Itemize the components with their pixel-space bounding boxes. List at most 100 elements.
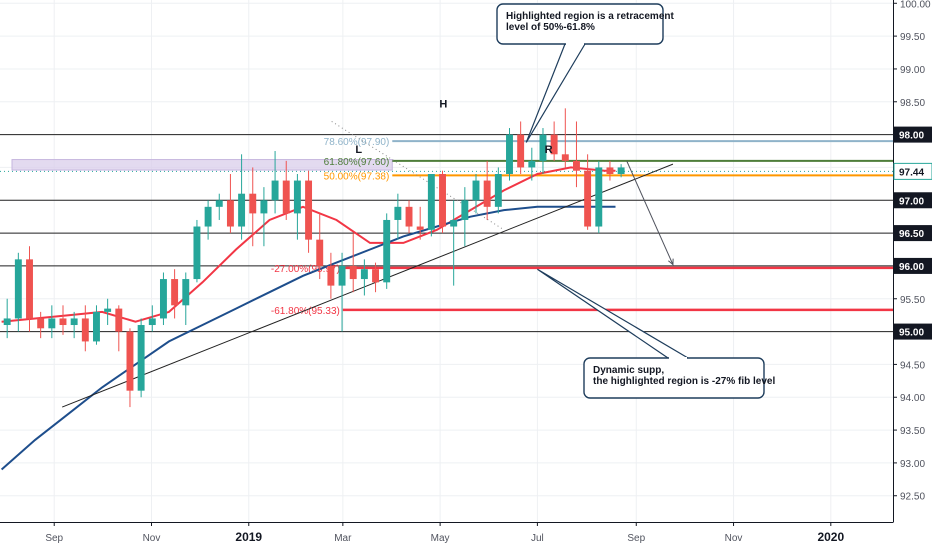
candle-body xyxy=(260,200,268,214)
candle-body xyxy=(573,160,580,171)
candle-body xyxy=(472,180,480,201)
time-tick-label: 2020 xyxy=(817,530,844,544)
price-tick-label: 100.00 xyxy=(900,0,931,10)
candle xyxy=(37,311,45,339)
candle xyxy=(126,328,134,408)
fib-level-label: 78.60%(97.90) xyxy=(324,137,390,148)
candle xyxy=(81,305,89,352)
candle-body xyxy=(70,318,78,326)
candle-body xyxy=(305,180,313,240)
price-tick-label: 94.50 xyxy=(900,360,925,371)
fib-level-label: 61.80%(97.60) xyxy=(324,157,390,168)
candle-body xyxy=(26,259,33,319)
candle-body xyxy=(148,318,156,326)
candle xyxy=(405,200,413,234)
callout-text: Dynamic supp, xyxy=(593,365,664,376)
candle xyxy=(606,160,614,181)
candle xyxy=(159,272,167,326)
plot-layer: 78.60%(97.90) 61.80%(97.60) 50.00%(97.38) -… xyxy=(0,99,893,471)
candle xyxy=(595,160,603,234)
candle xyxy=(327,252,335,299)
candle xyxy=(427,174,435,237)
candle-body xyxy=(316,239,324,266)
candle-body xyxy=(617,167,625,174)
candle xyxy=(483,160,491,220)
support-trendline xyxy=(62,163,674,408)
highlight-region xyxy=(11,159,393,171)
candle-body xyxy=(439,174,446,227)
candle xyxy=(461,187,469,247)
candle-body xyxy=(584,170,592,227)
candle xyxy=(372,262,379,293)
callout-tail xyxy=(537,268,691,359)
candle xyxy=(617,164,625,178)
candle-body xyxy=(271,180,279,201)
price-axis: 92.5093.0093.5094.0094.5095.5097.5098.50… xyxy=(893,0,932,550)
candle-body xyxy=(59,318,67,326)
candle xyxy=(171,269,179,319)
candle xyxy=(494,167,502,214)
candle xyxy=(193,219,201,283)
pattern-label: R xyxy=(545,144,553,156)
candle-body xyxy=(14,259,22,319)
time-tick-label: Jul xyxy=(531,533,544,544)
candle-body xyxy=(193,226,201,280)
time-axis: Sep Nov 2019 Mar May Jul Sep Nov 2020 xyxy=(0,522,932,550)
candle-body xyxy=(81,318,89,342)
candle xyxy=(282,160,290,220)
candle xyxy=(394,193,402,240)
candle xyxy=(182,272,190,326)
price-tick-label: 98.50 xyxy=(900,98,925,109)
candle xyxy=(383,213,391,289)
candle xyxy=(48,305,56,339)
candle xyxy=(305,170,313,253)
price-axis-bg xyxy=(893,0,932,550)
price-badge-label: 96.50 xyxy=(899,229,924,240)
candle-body xyxy=(405,206,413,227)
candle-body xyxy=(126,331,134,391)
candle-body xyxy=(282,180,290,214)
candle xyxy=(3,298,11,339)
candle xyxy=(204,200,212,240)
candle-body xyxy=(327,265,335,286)
candle-body xyxy=(383,219,391,283)
price-badge-label: 97.44 xyxy=(899,167,924,178)
candle xyxy=(70,311,78,339)
candle-body xyxy=(528,160,536,168)
pattern-label: L xyxy=(355,144,362,156)
candle xyxy=(539,128,547,174)
candle-body xyxy=(137,325,145,391)
price-badge-label: 95.00 xyxy=(899,328,924,339)
candle xyxy=(450,200,458,286)
price-badge xyxy=(893,162,932,180)
candle-body xyxy=(215,200,223,207)
candle-body xyxy=(595,167,603,227)
candle xyxy=(573,121,580,188)
time-tick-label: 2019 xyxy=(235,530,262,544)
price-badge xyxy=(894,126,932,143)
price-badge-label: 96.00 xyxy=(899,262,924,273)
price-tick-label: 94.00 xyxy=(900,393,925,404)
time-tick-label: Sep xyxy=(627,533,645,544)
candle-body xyxy=(3,318,11,326)
price-badge xyxy=(894,323,932,340)
price-tick-label: 99.00 xyxy=(900,65,925,76)
candle xyxy=(238,154,246,240)
price-tick-label: 99.50 xyxy=(900,32,925,43)
price-badge-label: 97.00 xyxy=(899,196,924,207)
time-tick-label: May xyxy=(431,533,450,544)
candle-body xyxy=(349,265,357,280)
candle-body xyxy=(506,134,513,174)
candle xyxy=(260,187,268,247)
candle xyxy=(271,151,279,214)
candle-body xyxy=(494,174,502,207)
candle xyxy=(226,174,234,234)
candle xyxy=(293,174,301,240)
candle xyxy=(59,305,67,335)
candle-body xyxy=(159,279,167,319)
pattern-label: H xyxy=(439,99,447,111)
candle-body xyxy=(550,134,558,155)
price-tick-label: 92.50 xyxy=(900,492,925,503)
price-tick-label: 95.50 xyxy=(900,295,925,306)
